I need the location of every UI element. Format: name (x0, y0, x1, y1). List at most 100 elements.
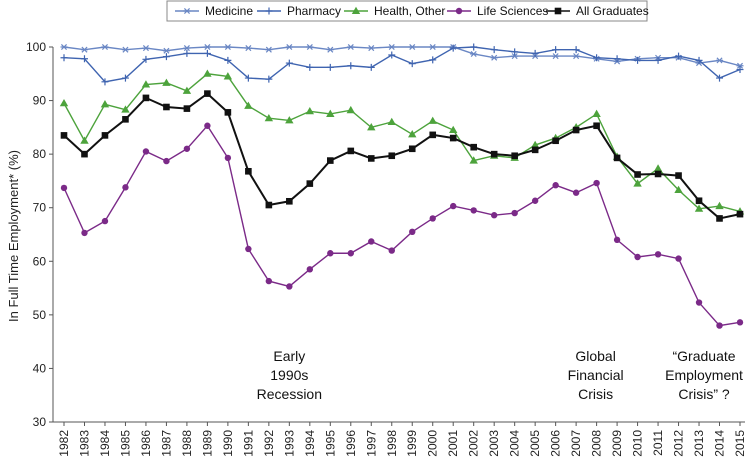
x-tick-label: 1985 (118, 430, 132, 457)
data-point (326, 109, 335, 117)
x-tick-label: 2009 (610, 430, 624, 457)
data-point (674, 185, 683, 194)
x-tick-label: 2005 (528, 430, 542, 457)
data-point (736, 210, 744, 218)
data-point (183, 145, 191, 152)
series-line (63, 92, 741, 220)
data-point (716, 322, 723, 329)
series-line (63, 73, 741, 213)
x-tick-label: 2008 (590, 430, 604, 457)
x-tick-label: 1997 (364, 430, 378, 457)
legend-item: Health, Other (344, 4, 445, 18)
data-point (100, 100, 110, 108)
series-line (63, 124, 741, 327)
data-point (654, 170, 662, 178)
data-point (224, 43, 232, 51)
data-point (613, 236, 621, 244)
data-point (265, 277, 273, 285)
data-point (388, 51, 396, 59)
data-point (716, 74, 724, 82)
data-point (429, 56, 437, 64)
data-point (245, 167, 252, 175)
data-point (60, 54, 68, 62)
data-point (101, 217, 109, 225)
data-point (530, 140, 540, 149)
data-point (613, 154, 621, 162)
data-point (634, 56, 642, 64)
data-point (122, 184, 129, 191)
data-point (367, 45, 375, 52)
y-tick-label: 100 (26, 40, 46, 54)
y-tick-label: 40 (33, 361, 47, 375)
data-point (163, 157, 170, 165)
legend-label: Life Sciences (477, 4, 548, 18)
data-point (592, 109, 601, 117)
data-point (121, 74, 129, 82)
data-point (408, 43, 416, 51)
legend-label: All Graduates (576, 4, 649, 18)
x-tick-label: 2012 (672, 430, 686, 457)
data-point (142, 94, 150, 102)
x-tick-label: 1999 (405, 430, 419, 457)
data-point (449, 125, 458, 134)
data-point (203, 49, 211, 57)
data-point (327, 157, 334, 164)
data-point (326, 46, 334, 53)
data-point (511, 48, 519, 56)
data-point (450, 202, 457, 210)
data-point (60, 43, 68, 51)
x-tick-label: 1994 (303, 430, 317, 457)
data-point (264, 113, 274, 122)
data-point (470, 143, 477, 151)
x-tick-label: 1990 (221, 430, 235, 457)
data-point (162, 78, 171, 86)
data-point (715, 201, 724, 210)
data-point (327, 250, 334, 257)
data-point (449, 134, 457, 142)
data-point (285, 59, 293, 67)
x-tick-label: 2004 (508, 430, 522, 457)
x-tick-label: 1991 (241, 430, 255, 457)
data-point (552, 182, 559, 189)
series-all-graduates (60, 90, 744, 222)
data-point (183, 105, 191, 112)
data-point (428, 116, 437, 124)
data-point (347, 250, 354, 257)
x-tick-label: 1984 (98, 430, 112, 457)
series-health-other (59, 69, 745, 215)
annotation-line: 1990s (270, 367, 308, 383)
data-point (285, 43, 293, 51)
x-tick-label: 2013 (692, 430, 706, 457)
data-point (122, 116, 129, 123)
data-point (531, 146, 539, 154)
data-point (347, 43, 355, 51)
data-point (265, 75, 273, 83)
data-point (490, 212, 498, 219)
chart-legend: Medicine Pharmacy Health, Other Life Scienc… (166, 0, 649, 22)
data-point (552, 46, 560, 54)
data-point (634, 253, 641, 261)
data-point (285, 116, 294, 124)
y-axis-title: In Full Time Employment* (%) (6, 150, 21, 322)
data-point (244, 101, 253, 109)
data-point (80, 136, 89, 144)
data-point (593, 54, 601, 62)
data-point (347, 147, 355, 155)
data-point (265, 201, 273, 209)
data-point (470, 50, 478, 57)
data-point (490, 54, 498, 61)
data-point (429, 131, 437, 139)
series-pharmacy (60, 43, 744, 86)
legend-marker (351, 6, 361, 14)
data-point (388, 43, 396, 51)
data-point (552, 53, 560, 60)
annotation-line: Early (273, 348, 305, 364)
x-tick-label: 2015 (733, 430, 747, 457)
data-point (654, 56, 662, 64)
data-point (408, 60, 416, 68)
data-point (121, 46, 129, 53)
x-tick-label: 1983 (77, 430, 91, 457)
data-point (736, 319, 744, 326)
data-point (695, 299, 703, 306)
data-point (101, 132, 109, 139)
